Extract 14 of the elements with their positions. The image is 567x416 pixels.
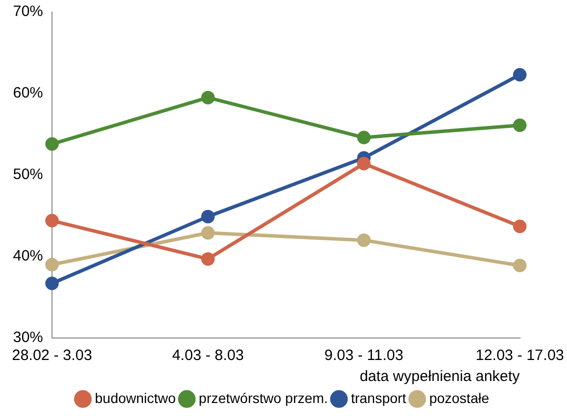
y-tick-label: 40% xyxy=(12,248,44,265)
legend-label: transport xyxy=(350,390,406,406)
y-tick-label: 70% xyxy=(12,3,44,20)
legend-label: budownictwo xyxy=(94,390,176,406)
legend-label: przetwórstwo przem. xyxy=(198,390,328,406)
x-tick-label: 4.03 - 8.03 xyxy=(172,347,244,364)
x-tick-label: 12.03 - 17.03 xyxy=(476,347,564,364)
y-tick-label: 50% xyxy=(12,166,44,184)
legend-label: pozostałe xyxy=(429,390,490,406)
x-tick-label: 28.02 - 3.03 xyxy=(12,347,92,364)
x-tick-label: 9.03 - 11.03 xyxy=(324,347,404,364)
y-tick-label: 30% xyxy=(12,329,44,346)
y-tick-label: 60% xyxy=(12,84,44,102)
x-axis-title: data wypełnienia ankety xyxy=(360,368,520,386)
